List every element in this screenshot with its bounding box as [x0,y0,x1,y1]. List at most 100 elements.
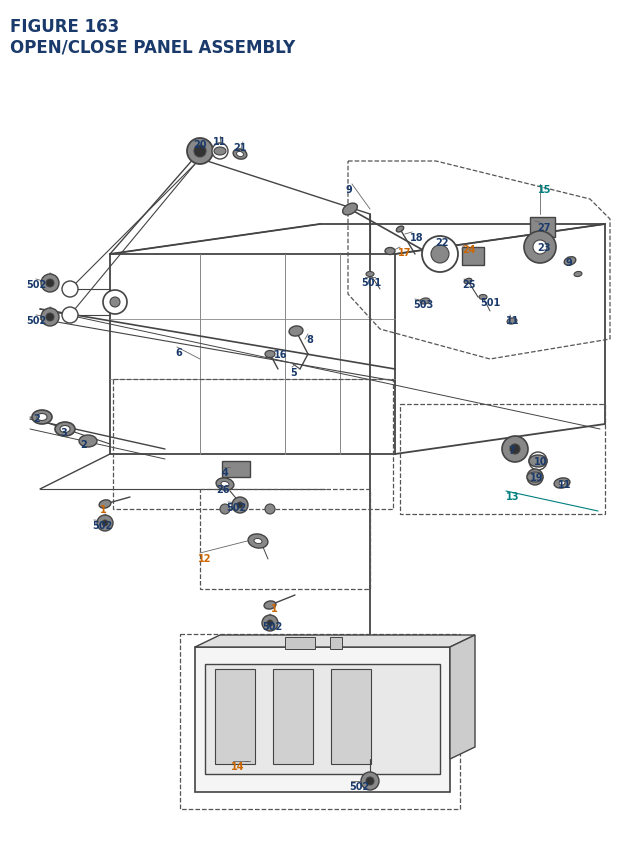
Bar [530,218,555,238]
Text: 1: 1 [271,604,278,613]
Text: 502: 502 [349,781,369,791]
Text: 11: 11 [558,480,572,489]
Text: 15: 15 [538,185,552,195]
Circle shape [422,237,458,273]
Ellipse shape [55,423,75,437]
Circle shape [265,505,275,514]
Ellipse shape [426,251,435,258]
Ellipse shape [507,319,517,325]
Text: 501: 501 [480,298,500,307]
Ellipse shape [248,535,268,548]
Ellipse shape [289,326,303,337]
Ellipse shape [479,295,487,300]
Ellipse shape [264,601,276,610]
Text: 7: 7 [508,445,515,455]
Ellipse shape [396,226,404,232]
Bar [215,669,255,764]
Ellipse shape [464,279,472,284]
Text: 12: 12 [198,554,211,563]
Circle shape [187,139,213,164]
Text: 25: 25 [462,280,476,289]
Circle shape [97,516,113,531]
Text: 16: 16 [274,350,287,360]
Text: 23: 23 [537,243,550,253]
Circle shape [110,298,120,307]
Text: 24: 24 [462,245,476,255]
Text: 502: 502 [92,520,112,530]
Text: 11: 11 [506,316,520,325]
Text: 503: 503 [413,300,433,310]
Ellipse shape [574,272,582,277]
Circle shape [62,307,78,324]
Circle shape [533,241,547,255]
Circle shape [361,772,379,790]
Circle shape [194,146,206,158]
Text: 8: 8 [306,335,313,344]
Ellipse shape [554,479,570,488]
Circle shape [524,232,556,263]
Text: 18: 18 [410,232,424,243]
Circle shape [529,453,547,470]
Ellipse shape [342,204,357,215]
Text: 21: 21 [233,143,246,152]
Ellipse shape [564,257,576,266]
Ellipse shape [385,248,395,255]
Circle shape [527,469,543,486]
Text: 27: 27 [537,223,550,232]
Polygon shape [195,635,475,647]
Text: 502: 502 [26,316,46,325]
Text: 502: 502 [226,503,246,512]
Circle shape [267,620,273,626]
Text: 6: 6 [175,348,182,357]
Circle shape [102,520,108,526]
Text: FIGURE 163: FIGURE 163 [10,18,119,36]
Text: 502: 502 [26,280,46,289]
Text: 13: 13 [506,492,520,501]
Text: 2: 2 [80,439,87,449]
Ellipse shape [99,500,111,509]
Text: 14: 14 [231,761,244,771]
Text: 4: 4 [222,468,228,478]
Circle shape [502,437,528,462]
Bar [195,647,450,792]
Ellipse shape [254,539,262,544]
Text: 10: 10 [534,456,547,467]
Text: 9: 9 [566,257,573,268]
Circle shape [41,275,59,293]
Text: OPEN/CLOSE PANEL ASSEMBLY: OPEN/CLOSE PANEL ASSEMBLY [10,38,295,56]
Ellipse shape [60,426,70,433]
Ellipse shape [216,479,234,491]
Ellipse shape [527,473,543,482]
Ellipse shape [37,414,47,421]
Circle shape [62,282,78,298]
Circle shape [212,144,228,160]
Text: 22: 22 [435,238,449,248]
Circle shape [46,280,54,288]
Circle shape [237,503,243,508]
Bar [113,380,393,510]
Text: 502: 502 [262,622,282,631]
Bar [205,664,440,774]
Text: 1: 1 [100,505,107,514]
Bar [200,489,370,589]
Ellipse shape [265,351,275,358]
Text: 5: 5 [290,368,297,378]
Bar [330,637,342,649]
Text: 2: 2 [33,413,40,424]
Text: 11: 11 [213,137,227,147]
Ellipse shape [32,411,52,424]
Ellipse shape [237,152,243,158]
Ellipse shape [559,481,565,486]
Circle shape [46,313,54,322]
Text: 20: 20 [193,139,207,150]
Circle shape [366,777,374,785]
Text: 501: 501 [361,278,381,288]
Circle shape [220,505,230,514]
Circle shape [262,616,278,631]
Text: 19: 19 [530,473,543,482]
Ellipse shape [420,299,430,305]
Circle shape [103,291,127,314]
Text: 26: 26 [216,485,230,494]
Ellipse shape [214,148,226,156]
Ellipse shape [221,482,229,487]
